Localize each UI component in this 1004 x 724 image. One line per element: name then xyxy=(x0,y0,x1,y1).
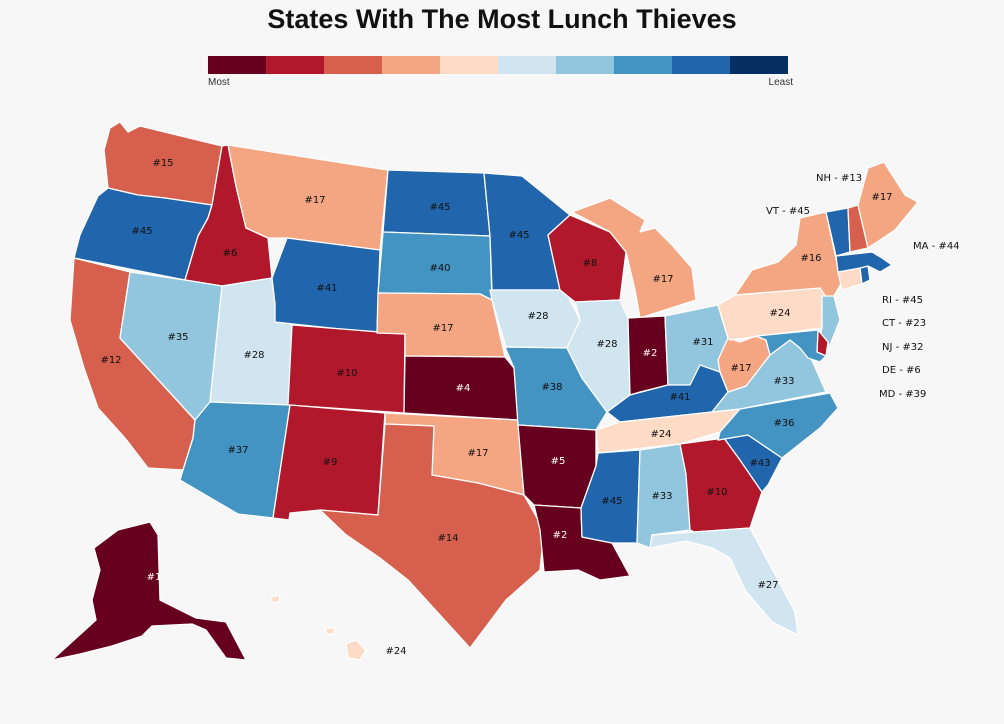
state-maryland[interactable] xyxy=(755,329,827,363)
legend-swatch xyxy=(324,56,382,74)
label-tn: #24 xyxy=(650,429,671,440)
legend-swatch xyxy=(730,56,788,74)
map-title: States With The Most Lunch Thieves xyxy=(267,4,737,34)
state-florida[interactable] xyxy=(649,527,799,636)
state-hawaii-island[interactable] xyxy=(325,627,335,635)
label-ks: #4 xyxy=(456,383,471,394)
label-il: #28 xyxy=(596,339,617,350)
label-nm: #9 xyxy=(323,457,338,468)
label-mo: #38 xyxy=(541,382,562,393)
label-co: #10 xyxy=(336,368,357,379)
state-hawaii-island[interactable] xyxy=(270,595,281,603)
state-arizona[interactable] xyxy=(179,401,291,519)
legend-swatch xyxy=(440,56,498,74)
legend-swatch xyxy=(266,56,324,74)
legend-high-label: Least xyxy=(768,77,793,88)
label-ga: #10 xyxy=(706,487,727,498)
label-mi: #17 xyxy=(652,274,673,285)
label-ky: #41 xyxy=(669,392,690,403)
label-ny: #16 xyxy=(800,253,821,264)
side-label-de: DE - #6 xyxy=(882,365,921,376)
state-alaska[interactable] xyxy=(51,521,247,661)
label-wv: #17 xyxy=(730,363,751,374)
label-ut: #28 xyxy=(243,350,264,361)
state-new-jersey[interactable] xyxy=(819,295,841,346)
label-al: #33 xyxy=(651,491,672,502)
label-ca: #12 xyxy=(100,355,121,366)
side-label-ma: MA - #44 xyxy=(913,241,960,252)
label-me: #17 xyxy=(871,192,892,203)
label-sd: #40 xyxy=(429,263,450,274)
side-label-vt: VT - #45 xyxy=(766,206,810,217)
label-wi: #8 xyxy=(583,258,598,269)
legend-swatch xyxy=(556,56,614,74)
label-wa: #15 xyxy=(152,158,173,169)
label-or: #45 xyxy=(131,226,152,237)
state-rhode-island[interactable] xyxy=(859,265,871,285)
state-new-mexico[interactable] xyxy=(272,404,386,521)
legend-swatch xyxy=(498,56,556,74)
legend-swatch xyxy=(382,56,440,74)
state-new-york[interactable] xyxy=(734,211,843,301)
label-ne: #17 xyxy=(432,323,453,334)
legend-swatch xyxy=(614,56,672,74)
label-ok: #17 xyxy=(467,448,488,459)
state-michigan[interactable] xyxy=(571,197,697,319)
state-massachusetts[interactable] xyxy=(835,251,893,273)
label-ar: #5 xyxy=(551,456,566,467)
label-oh: #31 xyxy=(692,337,713,348)
state-texas[interactable] xyxy=(319,423,545,649)
label-fl: #27 xyxy=(757,580,778,591)
label-ms: #45 xyxy=(601,496,622,507)
label-ak: #1 xyxy=(147,572,162,583)
side-label-nh: NH - #13 xyxy=(816,173,862,184)
label-nv: #35 xyxy=(167,332,188,343)
legend-swatch xyxy=(208,56,266,74)
legend-low-label: Most xyxy=(208,77,230,88)
label-la: #2 xyxy=(553,530,568,541)
side-label-ct: CT - #23 xyxy=(882,318,926,329)
label-hi: #24 xyxy=(385,646,406,657)
side-label-ri: RI - #45 xyxy=(882,295,923,306)
legend-swatch xyxy=(672,56,730,74)
state-wisconsin[interactable] xyxy=(547,214,627,303)
label-pa: #24 xyxy=(769,308,790,319)
label-mn: #45 xyxy=(508,230,529,241)
side-label-md: MD - #39 xyxy=(879,389,926,400)
label-nc: #36 xyxy=(773,418,794,429)
label-wy: #41 xyxy=(316,283,337,294)
label-in: #2 xyxy=(643,348,658,359)
label-id: #6 xyxy=(223,248,238,259)
label-mt: #17 xyxy=(304,195,325,206)
label-nd: #45 xyxy=(429,202,450,213)
color-legend xyxy=(208,56,788,74)
label-az: #37 xyxy=(227,445,248,456)
label-va: #33 xyxy=(773,376,794,387)
label-ia: #28 xyxy=(527,311,548,322)
state-hawaii[interactable] xyxy=(345,639,367,661)
side-label-nj: NJ - #32 xyxy=(882,342,924,353)
label-sc: #43 xyxy=(749,458,770,469)
state-wyoming[interactable] xyxy=(271,237,381,334)
label-tx: #14 xyxy=(437,533,458,544)
state-maine[interactable] xyxy=(857,161,919,249)
